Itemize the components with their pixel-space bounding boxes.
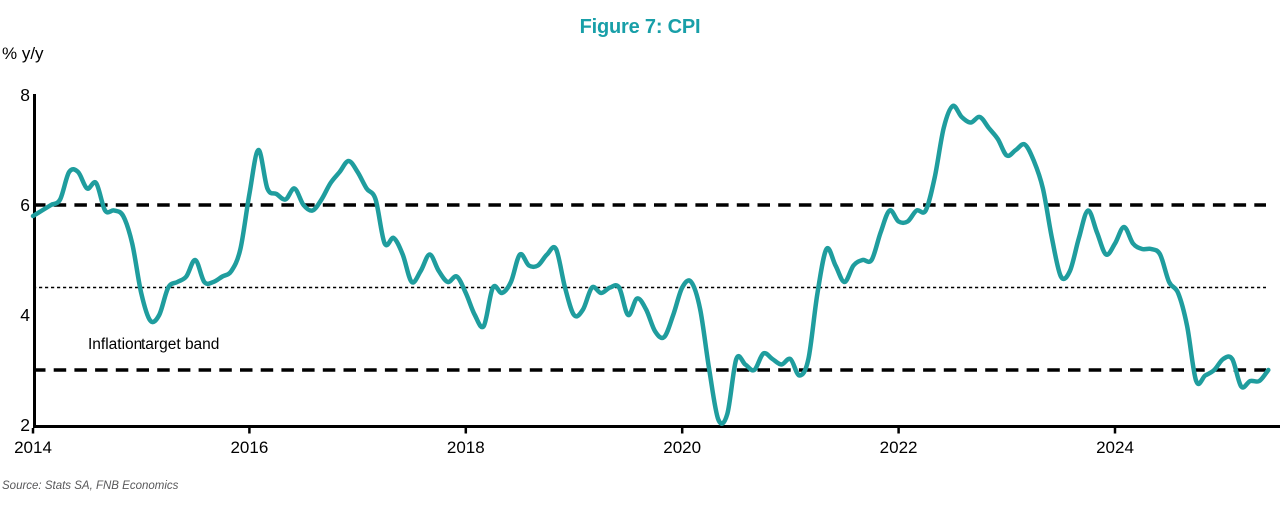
x-tick-label: 2024: [1096, 438, 1134, 457]
y-tick-label: 4: [20, 305, 30, 325]
cpi-series-line: [30, 103, 1271, 426]
x-tick-label: 2016: [230, 438, 269, 457]
y-tick-label: 6: [20, 195, 30, 215]
chart-title: Figure 7: CPI: [579, 16, 701, 38]
inflation-target-band-label-part1: Inflation: [88, 336, 143, 353]
y-tick-label: 8: [20, 85, 30, 105]
x-tick-label: 2014: [14, 438, 52, 457]
x-tick-label: 2018: [446, 438, 485, 457]
x-tick-label: 2020: [663, 438, 702, 457]
inflation-target-band-label-part2: target band: [141, 336, 220, 353]
y-axis-unit-label: % y/y: [2, 44, 44, 63]
y-tick-label: 2: [20, 415, 30, 435]
x-tick-label: 2022: [879, 438, 918, 457]
source-note: Source: Stats SA, FNB Economics: [2, 480, 179, 492]
